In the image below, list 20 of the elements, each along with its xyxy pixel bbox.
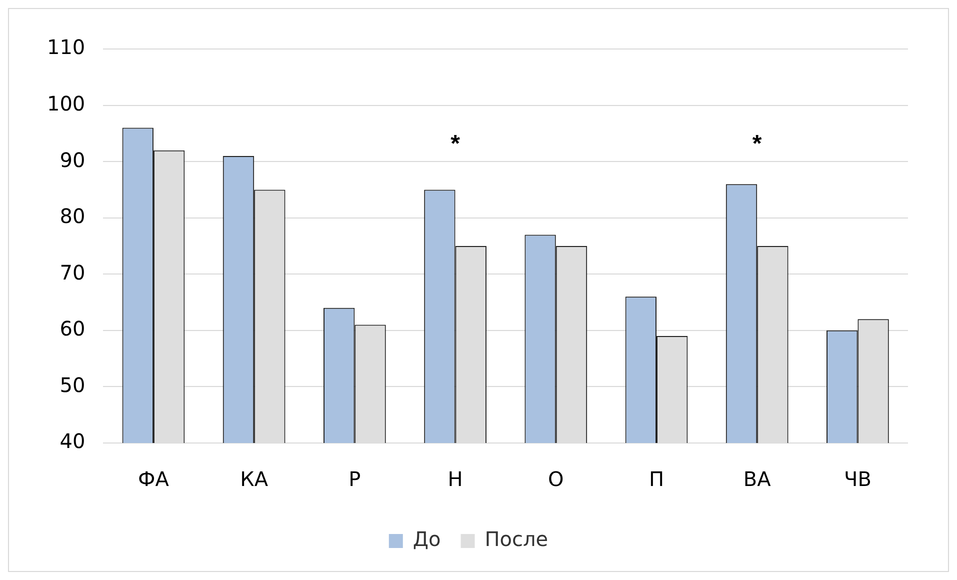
y-tick-label: 80 xyxy=(60,204,86,228)
legend-label: До xyxy=(412,527,441,552)
x-tick-label: П xyxy=(648,467,664,492)
annotation: * xyxy=(752,130,762,158)
x-tick-label: КА xyxy=(240,467,268,492)
x-tick-label: Р xyxy=(348,467,361,492)
x-tick-label: О xyxy=(548,467,564,492)
x-tick-label: ФА xyxy=(138,467,170,492)
x-tick-label: ВА xyxy=(743,467,772,492)
y-tick-label: 40 xyxy=(60,429,86,454)
y-tick-label: 100 xyxy=(46,91,86,116)
y-tick-label: 50 xyxy=(60,372,86,397)
x-tick-label: ЧВ xyxy=(844,467,872,492)
x-tick-label: Н xyxy=(448,467,463,492)
y-tick-label: 70 xyxy=(60,260,86,284)
annotation: * xyxy=(450,130,461,158)
y-tick-label: 90 xyxy=(60,148,86,172)
y-tick-label: 110 xyxy=(46,35,86,60)
y-tick-label: 60 xyxy=(60,316,86,341)
legend-label: После xyxy=(484,527,548,552)
